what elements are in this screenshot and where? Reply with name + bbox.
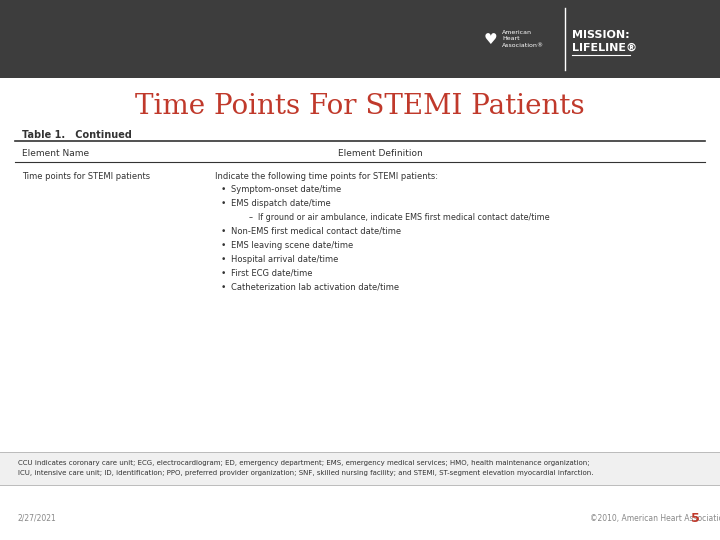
Text: Catheterization lab activation date/time: Catheterization lab activation date/time — [231, 283, 399, 292]
Text: Hospital arrival date/time: Hospital arrival date/time — [231, 255, 338, 264]
Text: EMS leaving scene date/time: EMS leaving scene date/time — [231, 241, 354, 250]
Text: American
Heart
Association®: American Heart Association® — [502, 30, 544, 48]
Text: ICU, intensive care unit; ID, identification; PPO, preferred provider organizati: ICU, intensive care unit; ID, identifica… — [18, 470, 593, 476]
Text: Element Definition: Element Definition — [338, 150, 423, 159]
Text: •: • — [220, 185, 225, 194]
Bar — [0, 0, 720, 78]
Text: 5: 5 — [691, 511, 700, 524]
Text: Table 1.   Continued: Table 1. Continued — [22, 130, 132, 140]
Text: Non-EMS first medical contact date/time: Non-EMS first medical contact date/time — [231, 227, 401, 236]
Text: Element Name: Element Name — [22, 150, 89, 159]
Text: MISSION:: MISSION: — [572, 30, 629, 40]
Text: CCU indicates coronary care unit; ECG, electrocardiogram; ED, emergency departme: CCU indicates coronary care unit; ECG, e… — [18, 460, 590, 465]
Text: LIFELINE®: LIFELINE® — [572, 43, 637, 53]
Text: EMS dispatch date/time: EMS dispatch date/time — [231, 199, 330, 208]
Bar — [0, 452, 720, 485]
Text: Time Points For STEMI Patients: Time Points For STEMI Patients — [135, 92, 585, 119]
Text: Symptom-onset date/time: Symptom-onset date/time — [231, 185, 341, 194]
Text: Time points for STEMI patients: Time points for STEMI patients — [22, 172, 150, 181]
Text: First ECG date/time: First ECG date/time — [231, 269, 312, 278]
Text: •: • — [220, 199, 225, 208]
Text: –  If ground or air ambulance, indicate EMS first medical contact date/time: – If ground or air ambulance, indicate E… — [249, 213, 549, 222]
Text: •: • — [220, 241, 225, 250]
Text: ©2010, American Heart Association: ©2010, American Heart Association — [590, 514, 720, 523]
Text: Indicate the following time points for STEMI patients:: Indicate the following time points for S… — [215, 172, 438, 181]
Text: 2/27/2021: 2/27/2021 — [18, 514, 57, 523]
Text: •: • — [220, 227, 225, 236]
Text: •: • — [220, 283, 225, 292]
Text: •: • — [220, 255, 225, 264]
Text: •: • — [220, 269, 225, 278]
Text: ♥: ♥ — [483, 31, 497, 46]
